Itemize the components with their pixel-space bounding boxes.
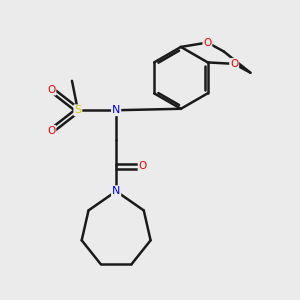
Text: O: O [203,38,211,47]
Text: S: S [74,105,81,115]
Text: O: O [230,59,238,69]
Text: N: N [112,186,120,196]
Text: O: O [139,161,147,171]
Text: O: O [47,126,56,136]
Text: O: O [47,85,56,94]
Text: N: N [112,105,120,115]
